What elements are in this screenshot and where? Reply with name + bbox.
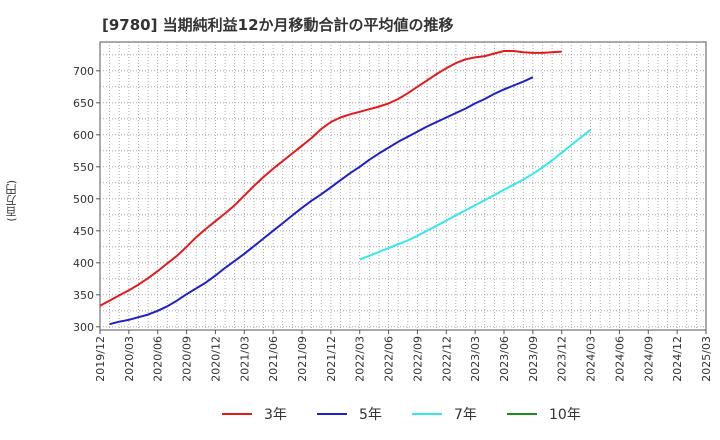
y-tick-label: 700 — [73, 65, 94, 78]
y-tick-labels: 300 350 400 450 500 550 600 650 700 — [73, 65, 100, 334]
x-tick-label: 2019/12 — [94, 336, 107, 382]
x-tick-label: 2020/03 — [123, 336, 136, 382]
x-tick-label: 2021/06 — [267, 336, 280, 382]
series-line-2 — [359, 128, 592, 261]
y-tick-label: 650 — [73, 97, 94, 110]
x-tick-label: 2022/09 — [411, 336, 424, 382]
x-tick-labels: 2019/12 2020/03 2020/06 2020/09 2020/12 2021/… — [94, 330, 713, 382]
x-tick-label: 2024/12 — [671, 336, 684, 382]
x-tick-label: 2024/06 — [613, 336, 626, 382]
x-tick-label: 2024/03 — [585, 336, 598, 382]
y-tick-label: 550 — [73, 161, 94, 174]
y-tick-label: 400 — [73, 257, 94, 270]
x-tick-label: 2020/09 — [181, 336, 194, 382]
legend-label: 7年 — [454, 407, 477, 423]
legend-label: 3年 — [264, 407, 287, 423]
legend: 3年 5年 7年 10年 — [222, 407, 581, 423]
series-lines — [99, 50, 592, 326]
x-tick-label: 2023/03 — [469, 336, 482, 382]
legend-label: 5年 — [359, 407, 382, 423]
x-tick-label: 2022/12 — [440, 336, 453, 382]
x-tick-label: 2023/12 — [556, 336, 569, 382]
legend-label: 10年 — [549, 407, 581, 423]
x-tick-label: 2021/12 — [325, 336, 338, 382]
series-line-0 — [99, 50, 562, 307]
x-tick-label: 2024/09 — [642, 336, 655, 382]
x-tick-label: 2021/03 — [238, 336, 251, 382]
x-tick-label: 2022/06 — [383, 336, 396, 382]
x-tick-label: 2020/06 — [152, 336, 165, 382]
x-tick-label: 2023/06 — [498, 336, 511, 382]
x-tick-label: 2020/12 — [209, 336, 222, 382]
y-tick-label: 450 — [73, 225, 94, 238]
x-tick-label: 2025/03 — [700, 336, 713, 382]
y-tick-label: 500 — [73, 193, 94, 206]
chart-title: [9780] 当期純利益12か月移動合計の平均値の推移 — [102, 16, 454, 34]
x-tick-label: 2022/03 — [354, 336, 367, 382]
x-tick-label: 2021/09 — [296, 336, 309, 382]
y-tick-label: 350 — [73, 289, 94, 302]
series-line-1 — [109, 76, 534, 326]
plot-area — [99, 41, 707, 331]
x-tick-label: 2023/09 — [527, 336, 540, 382]
y-tick-label: 600 — [73, 129, 94, 142]
y-tick-label: 300 — [73, 321, 94, 334]
